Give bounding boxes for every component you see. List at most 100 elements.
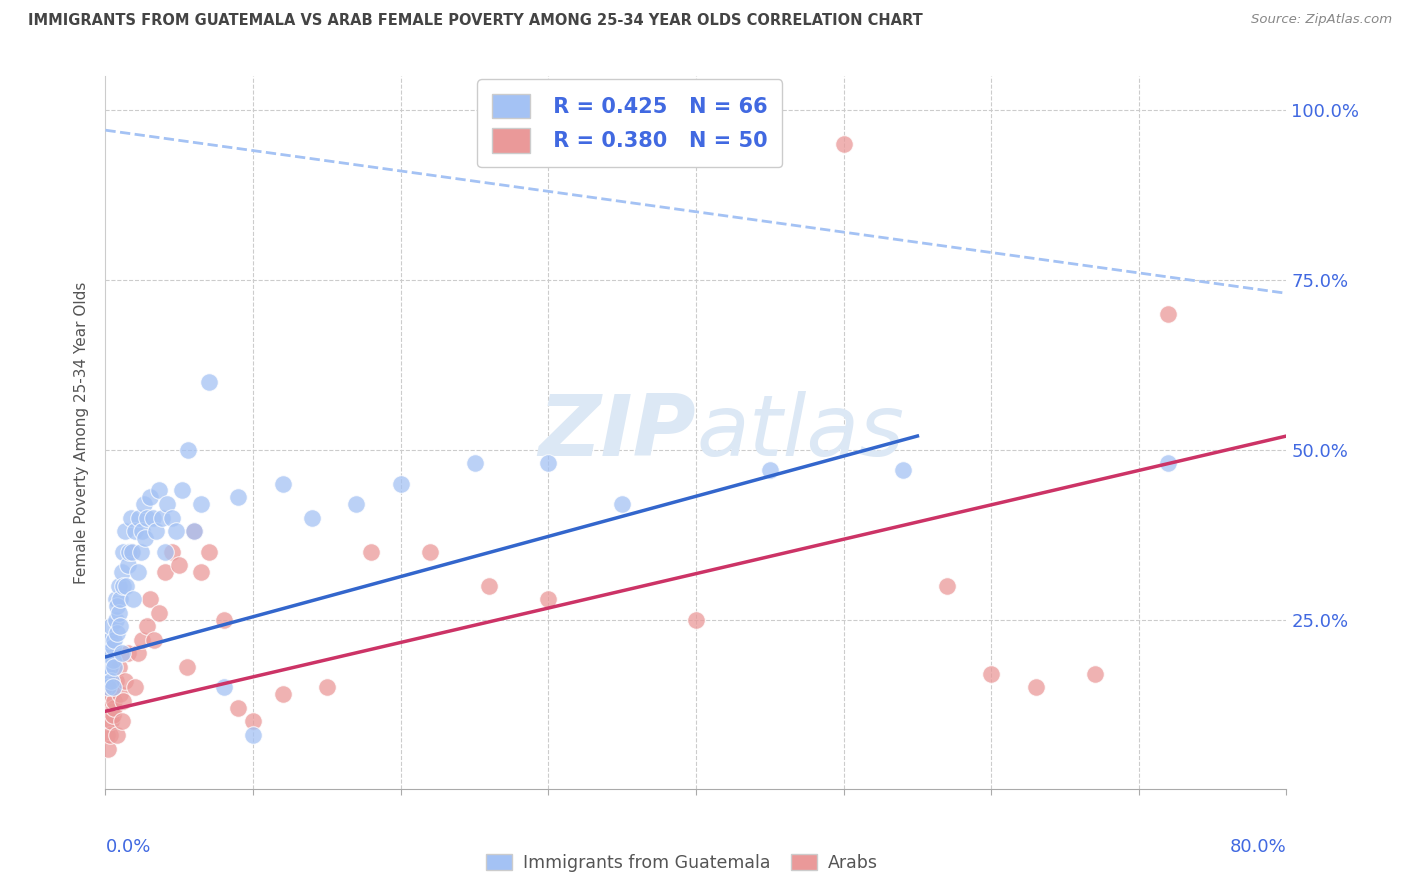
Point: [160, 510, 183, 524]
Point: [114, 673, 136, 688]
Point: [242, 728, 264, 742]
Point: [891, 463, 914, 477]
Point: [104, 592, 127, 607]
Point: [226, 701, 250, 715]
Point: [96, 728, 118, 742]
Point: [537, 456, 560, 470]
Point: [115, 578, 138, 592]
Point: [103, 694, 125, 708]
Point: [176, 660, 198, 674]
Point: [128, 510, 150, 524]
Point: [165, 524, 187, 538]
Point: [197, 375, 219, 389]
Point: [100, 687, 122, 701]
Text: ZIP: ZIP: [538, 391, 696, 475]
Point: [980, 666, 1002, 681]
Point: [98, 632, 121, 647]
Point: [271, 476, 294, 491]
Point: [226, 490, 250, 504]
Y-axis label: Female Poverty Among 25-34 Year Olds: Female Poverty Among 25-34 Year Olds: [75, 282, 90, 583]
Point: [124, 524, 146, 538]
Point: [1024, 681, 1046, 695]
Text: 0.0%: 0.0%: [105, 838, 150, 856]
Text: atlas: atlas: [696, 391, 904, 475]
Point: [135, 510, 157, 524]
Point: [97, 647, 120, 661]
Text: Source: ZipAtlas.com: Source: ZipAtlas.com: [1251, 13, 1392, 27]
Point: [100, 714, 122, 729]
Point: [107, 660, 129, 674]
Point: [190, 565, 212, 579]
Point: [120, 510, 142, 524]
Point: [172, 483, 194, 498]
Point: [101, 640, 124, 654]
Point: [177, 442, 200, 457]
Point: [101, 653, 124, 667]
Point: [112, 694, 135, 708]
Point: [98, 701, 121, 715]
Point: [129, 544, 152, 558]
Point: [97, 741, 120, 756]
Point: [190, 497, 212, 511]
Point: [104, 673, 127, 688]
Point: [212, 613, 235, 627]
Point: [1157, 307, 1180, 321]
Point: [346, 497, 368, 511]
Point: [111, 565, 134, 579]
Point: [153, 544, 176, 558]
Point: [117, 558, 139, 573]
Point: [103, 632, 125, 647]
Point: [100, 619, 122, 633]
Point: [111, 647, 134, 661]
Point: [183, 524, 205, 538]
Point: [685, 613, 707, 627]
Point: [156, 497, 179, 511]
Point: [111, 714, 134, 729]
Point: [138, 592, 162, 607]
Point: [134, 531, 156, 545]
Point: [124, 681, 146, 695]
Point: [832, 136, 855, 151]
Point: [160, 544, 183, 558]
Point: [1157, 456, 1180, 470]
Point: [610, 497, 633, 511]
Point: [138, 490, 162, 504]
Point: [301, 510, 323, 524]
Point: [145, 524, 167, 538]
Point: [183, 524, 205, 538]
Point: [97, 714, 120, 729]
Text: IMMIGRANTS FROM GUATEMALA VS ARAB FEMALE POVERTY AMONG 25-34 YEAR OLDS CORRELATI: IMMIGRANTS FROM GUATEMALA VS ARAB FEMALE…: [28, 13, 922, 29]
Point: [132, 497, 155, 511]
Point: [478, 578, 501, 592]
Point: [110, 619, 132, 633]
Point: [169, 558, 191, 573]
Point: [105, 626, 128, 640]
Point: [148, 606, 170, 620]
Point: [135, 619, 157, 633]
Text: 80.0%: 80.0%: [1230, 838, 1286, 856]
Point: [360, 544, 382, 558]
Point: [107, 578, 129, 592]
Point: [101, 681, 124, 695]
Point: [315, 681, 337, 695]
Point: [759, 463, 782, 477]
Point: [117, 647, 139, 661]
Point: [131, 524, 153, 538]
Point: [98, 660, 121, 674]
Point: [122, 592, 145, 607]
Point: [105, 599, 128, 613]
Point: [112, 544, 135, 558]
Point: [389, 476, 412, 491]
Point: [103, 660, 125, 674]
Legend: Immigrants from Guatemala, Arabs: Immigrants from Guatemala, Arabs: [479, 847, 884, 879]
Point: [537, 592, 560, 607]
Legend:  R = 0.425   N = 66,  R = 0.380   N = 50: R = 0.425 N = 66, R = 0.380 N = 50: [478, 79, 782, 167]
Point: [131, 632, 153, 647]
Point: [101, 681, 124, 695]
Point: [98, 728, 121, 742]
Point: [114, 524, 136, 538]
Point: [127, 647, 149, 661]
Point: [101, 707, 124, 722]
Point: [103, 701, 125, 715]
Point: [419, 544, 441, 558]
